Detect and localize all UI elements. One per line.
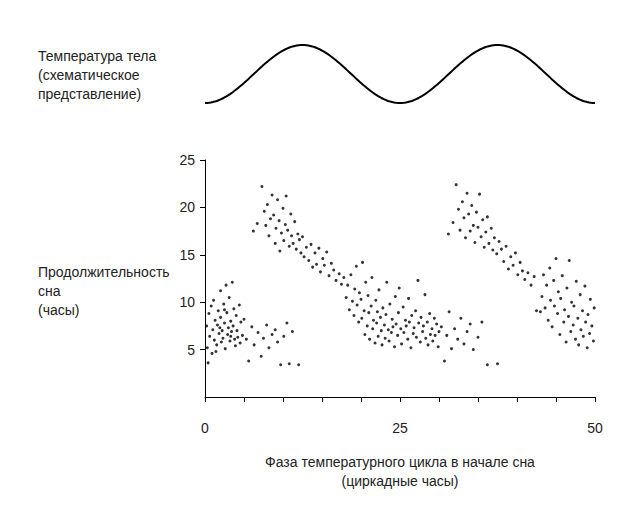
svg-text:20: 20: [179, 199, 195, 215]
svg-text:25: 25: [179, 152, 195, 168]
svg-text:сна: сна: [38, 283, 61, 299]
svg-text:10: 10: [179, 294, 195, 310]
svg-text:Продолжительность: Продолжительность: [38, 264, 170, 280]
svg-text:(часы): (часы): [38, 302, 79, 318]
svg-text:50: 50: [587, 420, 603, 436]
svg-text:(циркадные часы): (циркадные часы): [342, 473, 459, 489]
svg-text:Фаза температурного цикла в на: Фаза температурного цикла в начале сна: [265, 454, 535, 470]
svg-text:представление): представление): [38, 86, 141, 102]
svg-text:0: 0: [201, 420, 209, 436]
svg-text:15: 15: [179, 247, 195, 263]
svg-text:25: 25: [392, 420, 408, 436]
svg-text:Температура тела: Температура тела: [38, 48, 156, 64]
svg-text:(схематическое: (схематическое: [38, 67, 140, 83]
svg-text:5: 5: [187, 342, 195, 358]
